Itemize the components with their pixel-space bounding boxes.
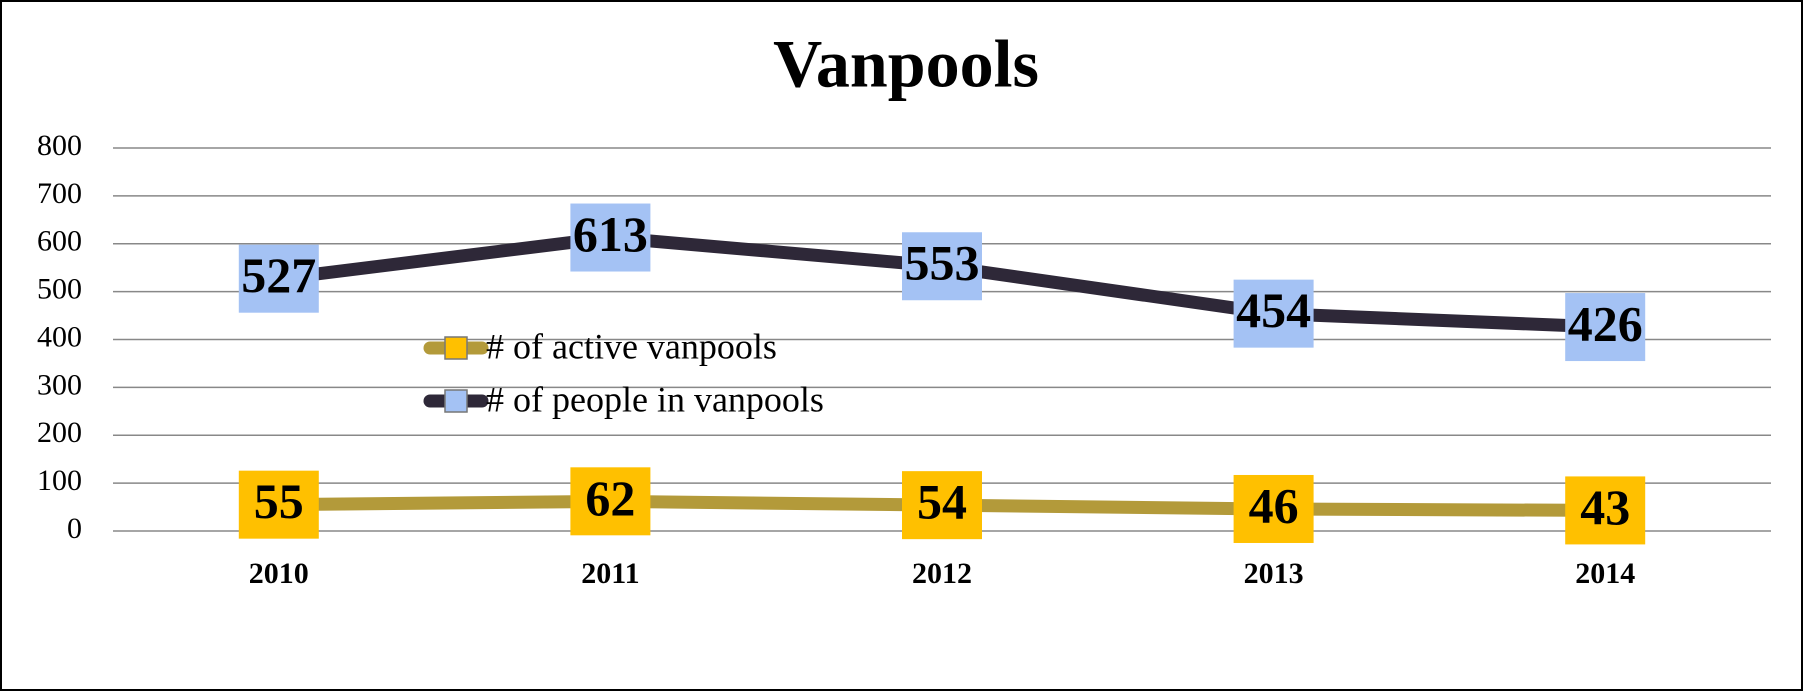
data-label: 613: [573, 206, 648, 262]
data-label-box: [1233, 474, 1314, 543]
data-label-box: [570, 203, 651, 272]
legend-marker: [444, 336, 468, 360]
y-tick-label: 300: [37, 368, 82, 401]
x-tick-label: 2013: [1244, 557, 1304, 590]
y-tick-label: 600: [37, 225, 82, 258]
y-tick-label: 100: [37, 464, 82, 497]
y-tick-label: 700: [37, 177, 82, 210]
data-label-box: [1565, 476, 1646, 545]
data-label: 55: [254, 473, 304, 529]
data-label: 43: [1580, 479, 1630, 535]
legend-label: # of people in vanpools: [486, 379, 824, 419]
data-label: 426: [1568, 296, 1643, 352]
x-tick-label: 2010: [249, 557, 309, 590]
data-label: 62: [585, 470, 635, 526]
data-label-box: [1565, 293, 1646, 362]
legend-label: # of active vanpools: [486, 326, 777, 366]
data-label: 46: [1249, 477, 1299, 533]
x-tick-label: 2014: [1575, 557, 1635, 590]
data-label-box: [238, 244, 319, 313]
data-label-box: [238, 470, 319, 539]
data-label-box: [570, 467, 651, 536]
data-label: 454: [1236, 282, 1311, 338]
chart-title: Vanpools: [773, 26, 1039, 102]
legend-marker: [444, 389, 468, 413]
y-tick-label: 500: [37, 273, 82, 306]
data-label: 553: [905, 235, 980, 291]
data-label-box: [902, 471, 982, 540]
y-tick-label: 0: [67, 512, 82, 545]
y-tick-label: 200: [37, 416, 82, 449]
data-label: 54: [917, 474, 967, 530]
y-tick-label: 400: [37, 320, 82, 353]
y-tick-label: 800: [37, 129, 82, 162]
data-label-box: [1233, 279, 1314, 348]
data-label-box: [902, 232, 982, 301]
x-tick-label: 2011: [581, 557, 639, 590]
x-tick-label: 2012: [912, 557, 972, 590]
data-label: 527: [241, 247, 316, 303]
